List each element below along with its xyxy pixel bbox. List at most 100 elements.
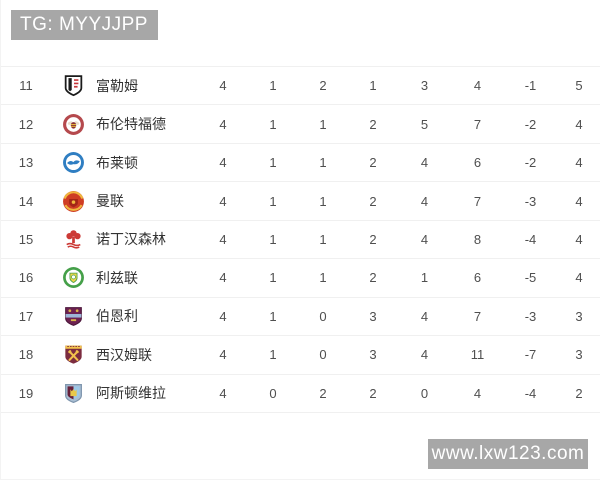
team-name: 阿斯顿维拉 — [96, 385, 166, 402]
stat-goals-for: 4 — [420, 308, 429, 324]
stat-goals-against: 4 — [473, 78, 482, 94]
position-number: 15 — [18, 231, 34, 247]
stat-won: 1 — [269, 116, 277, 132]
stat-goals-against: 11 — [470, 347, 485, 363]
aston-villa-badge-icon — [51, 382, 95, 405]
stat-drawn: 2 — [319, 385, 327, 401]
position-number: 17 — [18, 308, 34, 324]
stat-goals-for: 4 — [420, 155, 429, 171]
stat-drawn: 0 — [319, 347, 327, 363]
position-number: 12 — [18, 116, 34, 132]
stat-won: 1 — [269, 347, 277, 363]
nottingham-forest-badge-icon — [51, 228, 95, 251]
stat-won: 1 — [269, 308, 277, 324]
stat-points: 4 — [575, 155, 583, 171]
team-name: 诺丁汉森林 — [96, 231, 166, 248]
website-watermark-banner: www.lxw123.com — [428, 439, 588, 469]
stat-goals-for: 4 — [420, 231, 429, 247]
stat-goals-for: 3 — [420, 78, 429, 94]
stat-lost: 2 — [369, 385, 377, 401]
stat-won: 1 — [269, 155, 277, 171]
position-number: 19 — [18, 385, 34, 401]
stat-goal-diff: -1 — [524, 78, 537, 94]
telegram-watermark-banner: TG: MYYJJPP — [11, 10, 158, 40]
table-row[interactable]: 18 西汉姆联 4 1 0 3 4 11 -7 3 — [1, 336, 600, 375]
table-row[interactable]: 19 阿斯顿维拉 4 0 2 2 0 4 -4 2 — [1, 375, 600, 413]
west-ham-badge-icon — [51, 343, 95, 366]
stat-points: 5 — [575, 78, 583, 94]
position-number: 18 — [18, 347, 34, 363]
stat-goals-against: 8 — [473, 231, 482, 247]
stat-played: 4 — [219, 116, 227, 132]
team-name: 利兹联 — [96, 269, 138, 286]
fulham-badge-icon — [51, 74, 95, 97]
stat-points: 4 — [575, 193, 583, 209]
stat-drawn: 1 — [319, 116, 327, 132]
stat-points: 4 — [575, 231, 583, 247]
position-number: 13 — [18, 155, 34, 171]
table-row[interactable]: 14 曼联 4 1 1 2 4 7 -3 4 — [1, 182, 600, 221]
stat-played: 4 — [219, 193, 227, 209]
position-number: 16 — [18, 270, 34, 286]
stat-drawn: 1 — [319, 270, 327, 286]
stat-goal-diff: -3 — [524, 308, 537, 324]
stat-played: 4 — [219, 155, 227, 171]
stat-won: 0 — [269, 385, 277, 401]
stat-goal-diff: -4 — [524, 231, 537, 247]
position-number: 11 — [19, 78, 33, 94]
stat-played: 4 — [219, 270, 227, 286]
stat-goal-diff: -5 — [524, 270, 537, 286]
stat-goals-for: 1 — [420, 270, 429, 286]
stat-won: 1 — [269, 270, 277, 286]
stat-points: 3 — [575, 308, 583, 324]
stat-lost: 2 — [369, 231, 377, 247]
table-row[interactable]: 16 利兹联 4 1 1 2 1 6 -5 4 — [1, 259, 600, 298]
stat-goal-diff: -3 — [524, 193, 537, 209]
table-row[interactable]: 13 布莱顿 4 1 1 2 4 6 -2 4 — [1, 144, 600, 183]
stat-points: 3 — [575, 347, 583, 363]
leeds-badge-icon — [51, 266, 95, 289]
stat-drawn: 1 — [319, 155, 327, 171]
team-name: 布伦特福德 — [96, 116, 166, 133]
table-row[interactable]: 15 诺丁汉森林 4 1 1 2 4 8 -4 4 — [1, 221, 600, 260]
stat-lost: 3 — [369, 347, 377, 363]
stat-lost: 2 — [369, 193, 377, 209]
brighton-badge-icon — [51, 151, 95, 174]
stat-goals-against: 6 — [473, 270, 482, 286]
stat-goals-for: 4 — [420, 193, 429, 209]
table-row[interactable]: 11 富勒姆 4 1 2 1 3 4 -1 5 — [1, 67, 600, 106]
stat-goals-against: 4 — [473, 385, 482, 401]
stat-goals-for: 4 — [420, 347, 429, 363]
burnley-badge-icon — [51, 305, 95, 328]
team-name: 富勒姆 — [96, 77, 138, 94]
man-united-badge-icon — [51, 190, 95, 213]
stat-goals-for: 0 — [420, 385, 429, 401]
team-name: 西汉姆联 — [96, 346, 152, 363]
stat-won: 1 — [269, 231, 277, 247]
stat-points: 4 — [575, 116, 583, 132]
league-table: 11 富勒姆 4 1 2 1 3 4 -1 5 12 布伦特福德 4 1 1 2… — [1, 66, 600, 413]
stat-points: 4 — [575, 270, 583, 286]
stat-points: 2 — [575, 385, 583, 401]
stat-drawn: 2 — [319, 78, 327, 94]
brentford-badge-icon — [51, 113, 95, 136]
stat-goal-diff: -7 — [524, 347, 537, 363]
stat-lost: 2 — [369, 116, 377, 132]
stat-lost: 1 — [369, 78, 377, 94]
stat-goals-against: 7 — [473, 116, 482, 132]
team-name: 曼联 — [96, 193, 124, 210]
stat-lost: 2 — [369, 270, 377, 286]
stat-drawn: 0 — [319, 308, 327, 324]
stat-goals-against: 7 — [473, 308, 482, 324]
stat-goals-against: 7 — [473, 193, 482, 209]
stat-goal-diff: -2 — [524, 116, 537, 132]
table-row[interactable]: 12 布伦特福德 4 1 1 2 5 7 -2 4 — [1, 105, 600, 144]
table-row[interactable]: 17 伯恩利 4 1 0 3 4 7 -3 3 — [1, 298, 600, 337]
stat-goals-against: 6 — [473, 155, 482, 171]
stat-lost: 3 — [369, 308, 377, 324]
stat-played: 4 — [219, 308, 227, 324]
position-number: 14 — [18, 193, 34, 209]
stat-goals-for: 5 — [420, 116, 429, 132]
stat-lost: 2 — [369, 155, 377, 171]
